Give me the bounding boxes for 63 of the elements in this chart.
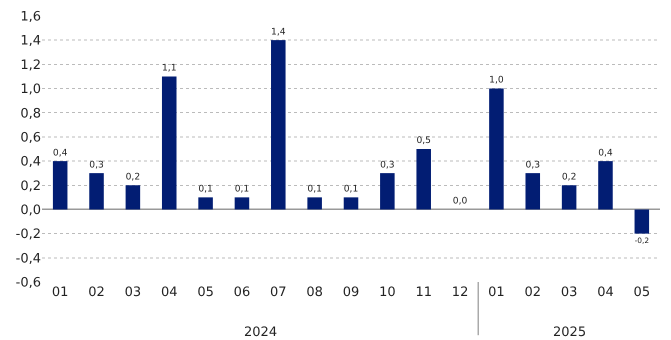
bar (198, 197, 213, 210)
y-tick-label: -0,2 (16, 227, 41, 242)
y-tick-label: 0,4 (20, 154, 41, 170)
x-tick-label: 03 (560, 285, 578, 300)
x-tick-label: 04 (597, 285, 614, 300)
bar (162, 76, 177, 210)
data-label: 1,4 (271, 27, 286, 38)
y-tick-label: 0,8 (20, 106, 41, 122)
bar (234, 197, 250, 210)
y-tick-label: 0,6 (20, 130, 41, 146)
data-label: 0,1 (198, 184, 213, 195)
y-tick-label: -0,4 (16, 251, 41, 266)
x-tick-label: 01 (488, 285, 505, 300)
text: 2025 (553, 325, 586, 340)
x-tick-label: 02 (88, 285, 105, 300)
x-tick-label: 05 (197, 285, 214, 300)
data-label: 0,0 (452, 196, 468, 207)
bar (634, 209, 650, 234)
data-label: 0,3 (89, 160, 104, 170)
y-tick-label: 1,2 (20, 58, 41, 73)
x-tick-label: 05 (634, 285, 650, 300)
x-tick-label: 12 (452, 285, 468, 300)
bar (52, 161, 68, 210)
data-label: 0,4 (52, 148, 68, 158)
data-label: 0,4 (598, 148, 613, 158)
x-tick-label: 07 (270, 285, 287, 300)
data-label: 0,1 (307, 184, 322, 195)
x-tick-label: 09 (342, 285, 360, 300)
bar (380, 173, 395, 210)
y-tick-label: 1,0 (20, 82, 41, 98)
x-tick-label: 02 (524, 285, 542, 300)
data-label: 0,3 (380, 160, 395, 170)
bar (525, 173, 540, 210)
text: 2024 (244, 325, 278, 340)
x-tick-label: 11 (415, 285, 432, 300)
data-label: 0,5 (416, 136, 432, 146)
bar (489, 88, 504, 210)
data-label: 0,3 (526, 160, 540, 170)
data-label: 0,2 (562, 172, 576, 182)
y-tick-label: 0,2 (20, 178, 41, 194)
data-label: 0,1 (234, 184, 250, 195)
y-tick-label: -0,6 (16, 276, 41, 291)
bar (307, 197, 322, 210)
x-tick-label: 01 (52, 285, 68, 300)
bar (126, 185, 140, 210)
data-label: 1,1 (162, 64, 176, 74)
bar (598, 161, 613, 210)
bar (344, 197, 358, 210)
x-tick-label: 10 (379, 285, 396, 300)
bar (271, 40, 286, 210)
y-tick-label: 1,4 (20, 34, 41, 49)
data-label: 0,1 (344, 184, 358, 195)
data-label: 1,0 (489, 76, 504, 86)
y-tick-label: 0,0 (20, 203, 41, 218)
bar (562, 185, 576, 210)
data-label: 0,2 (126, 172, 140, 182)
x-tick-label: 06 (234, 285, 250, 300)
y-tick-label: 1,6 (20, 10, 41, 25)
x-tick-label: 03 (124, 285, 142, 300)
x-tick-label: 04 (160, 285, 178, 300)
bar (416, 149, 431, 210)
bar (89, 173, 104, 210)
x-tick-label: 08 (306, 285, 323, 300)
